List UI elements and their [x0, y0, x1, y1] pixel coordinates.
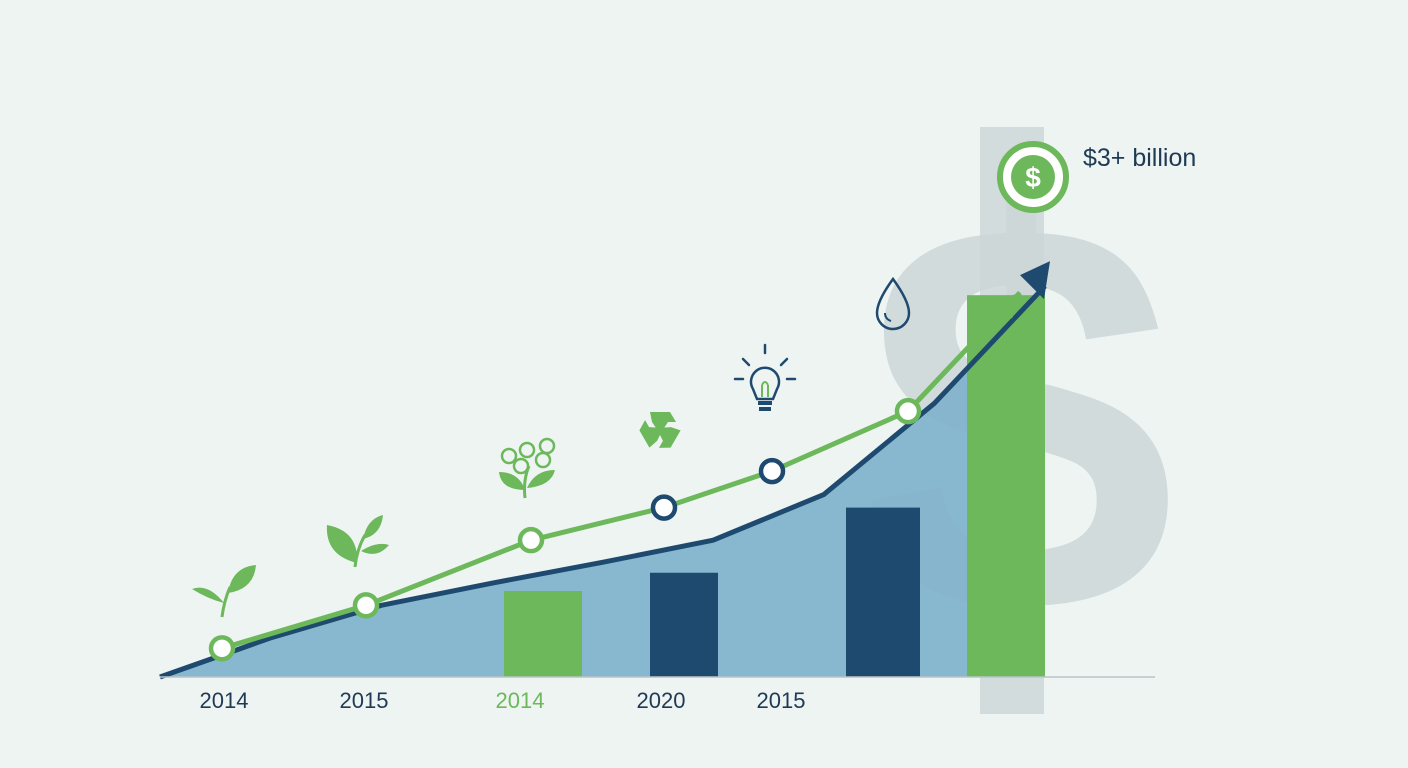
water-drop-icon	[875, 276, 911, 331]
navy-arrow-head	[1020, 261, 1050, 300]
flower-icon	[499, 437, 556, 499]
line-point-3	[650, 494, 678, 521]
callout-layer: $ $3+ billion	[997, 141, 1196, 213]
line-point-5	[894, 397, 922, 425]
tick-layer: 2014 2015 2014 2020 2015	[200, 688, 806, 713]
icon-layer	[192, 276, 911, 618]
bar-1	[650, 572, 718, 677]
tick-label-3: 2020	[637, 688, 686, 713]
line-point-2	[517, 526, 545, 554]
line-point-0	[208, 635, 236, 662]
bar-3	[967, 295, 1045, 677]
line-layer	[208, 290, 1022, 662]
line-point-1	[352, 592, 380, 619]
lightbulb-icon	[733, 343, 797, 411]
tick-label-1: 2015	[340, 688, 389, 713]
tick-label-0: 2014	[200, 688, 249, 713]
green-arrow-head	[996, 292, 1020, 319]
callout-label: $3+ billion	[1083, 144, 1196, 172]
leaves-icon	[326, 515, 389, 568]
bar-2	[846, 507, 920, 677]
tick-label-4: 2015	[757, 688, 806, 713]
area-top-edge	[159, 284, 1047, 680]
dollar-coin-icon: $	[997, 141, 1069, 213]
area-fill	[160, 286, 1045, 677]
svg-text:$: $	[1025, 162, 1041, 193]
line-point-4	[758, 457, 786, 485]
tick-label-2: 2014	[496, 688, 545, 713]
sprout-icon	[192, 565, 256, 618]
bar-layer	[159, 261, 1050, 680]
bar-0	[504, 590, 582, 677]
area-layer	[160, 286, 1045, 677]
recycle-icon	[639, 412, 681, 448]
